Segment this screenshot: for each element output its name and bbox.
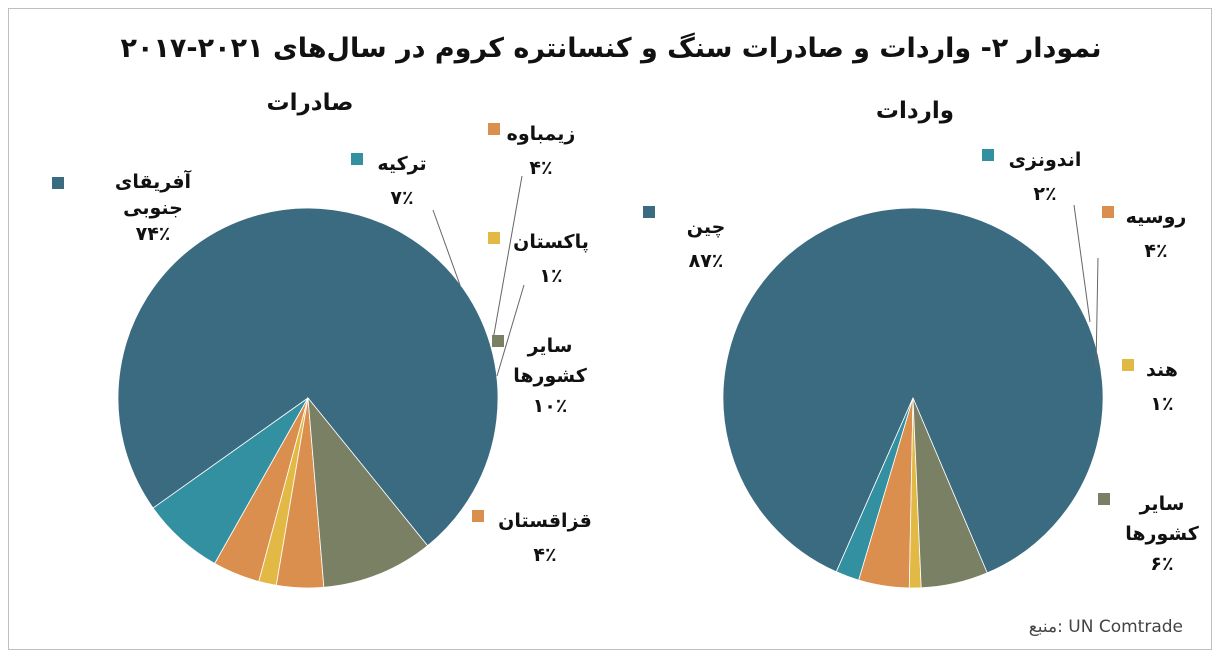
exports-category-label-1: ترکیه bbox=[377, 153, 426, 175]
exports-legend-swatch-1 bbox=[351, 153, 363, 165]
imports-category-label-1: اندونزی bbox=[1009, 149, 1082, 171]
exports-pie-title: صادرات bbox=[267, 90, 354, 116]
exports-value-label-0: ۷۴٪ bbox=[136, 223, 171, 245]
imports-leader-line-1 bbox=[1073, 204, 1091, 323]
imports-value-label-4: ۶٪ bbox=[1150, 553, 1173, 575]
exports-category-label-3: پاکستان bbox=[513, 231, 589, 253]
imports-value-label-3: ۱٪ bbox=[1150, 393, 1173, 415]
imports-slice-4 bbox=[912, 397, 988, 589]
source-note: منبع: UN Comtrade bbox=[1029, 617, 1183, 637]
exports-value-label-1: ۷٪ bbox=[390, 187, 413, 209]
exports-leader-line-3 bbox=[496, 284, 525, 377]
exports-slice-5 bbox=[307, 396, 429, 588]
imports-value-label-2: ۴٪ bbox=[1144, 240, 1167, 262]
exports-category-label-5: کشورها bbox=[513, 365, 587, 387]
exports-slice-0 bbox=[117, 207, 499, 547]
exports-value-label-2: ۴٪ bbox=[529, 157, 552, 179]
imports-category-label-2: روسیه bbox=[1126, 206, 1187, 228]
exports-legend-swatch-4 bbox=[472, 510, 484, 522]
exports-category-label-0: جنوبی bbox=[123, 197, 183, 219]
exports-leader-line-2 bbox=[492, 175, 523, 341]
imports-pie: چین ۸۷٪ اندونزی ۲٪ روسیه ۴٪ هند ۱٪ سایر کشورها ۶٪ bbox=[643, 149, 1200, 589]
exports-category-label-4: قزاقستان bbox=[498, 510, 592, 532]
imports-category-label-4: سایر bbox=[1139, 493, 1185, 515]
imports-value-label-0: ۸۷٪ bbox=[689, 250, 724, 272]
chart-title: نمودار ۲- واردات و صادرات سنگ و کنسانتره… bbox=[120, 32, 1101, 64]
exports-category-label-2: زیمباوه bbox=[507, 123, 576, 145]
exports-legend-swatch-2 bbox=[488, 123, 500, 135]
exports-value-label-4: ۴٪ bbox=[533, 544, 556, 566]
imports-value-label-1: ۲٪ bbox=[1033, 183, 1056, 205]
imports-slice-0 bbox=[722, 207, 1104, 574]
exports-legend-swatch-5 bbox=[492, 335, 504, 347]
exports-value-label-5: ۱۰٪ bbox=[533, 395, 568, 417]
exports-category-label-0: آفریقای bbox=[115, 169, 192, 193]
exports-pie: آفریقای جنوبی ۷۴٪ ترکیه ۷٪ زیمباوه ۴٪ پاکستان ۱٪… bbox=[52, 123, 592, 589]
imports-pie-title: واردات bbox=[876, 98, 954, 124]
imports-legend-swatch-3 bbox=[1122, 359, 1134, 371]
imports-leader-line-2 bbox=[1095, 257, 1099, 369]
exports-legend-swatch-0 bbox=[52, 177, 64, 189]
imports-category-label-3: هند bbox=[1146, 359, 1178, 381]
imports-legend-swatch-4 bbox=[1098, 493, 1110, 505]
imports-category-label-0: چین bbox=[687, 216, 726, 238]
imports-legend-swatch-2 bbox=[1102, 206, 1114, 218]
exports-legend-swatch-3 bbox=[488, 232, 500, 244]
exports-leader-line-1 bbox=[432, 209, 461, 286]
imports-category-label-4: کشورها bbox=[1125, 523, 1199, 545]
exports-category-label-5: سایر bbox=[527, 335, 573, 357]
imports-legend-swatch-1 bbox=[982, 149, 994, 161]
exports-value-label-3: ۱٪ bbox=[539, 265, 562, 287]
imports-legend-swatch-0 bbox=[643, 206, 655, 218]
